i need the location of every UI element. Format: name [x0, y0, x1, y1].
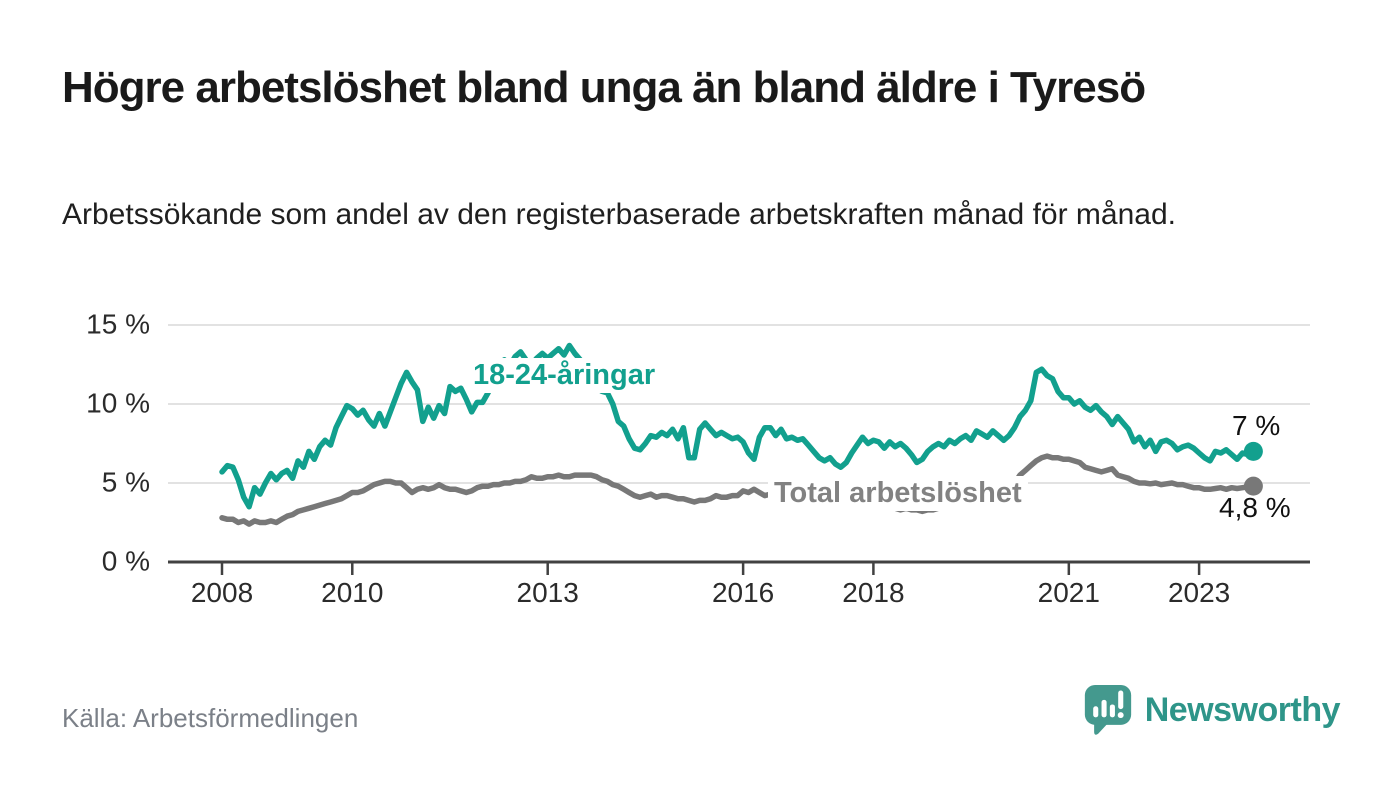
newsworthy-logo-icon [1084, 685, 1131, 735]
x-tick-label: 2021 [1037, 577, 1100, 608]
y-axis-labels: 0 % 5 % 10 % 15 % [0, 0, 150, 794]
page-title: Högre arbetslöshet bland unga än bland ä… [62, 63, 1146, 112]
y-tick-label: 10 % [86, 387, 150, 419]
x-tick-label: 2010 [321, 577, 384, 608]
x-tick-label: 2016 [711, 577, 775, 608]
x-tick-label: 2023 [1167, 577, 1231, 608]
end-value-label-total: 4,8 % [1219, 492, 1291, 523]
y-tick-label: 0 % [101, 545, 150, 577]
source-note: Källa: Arbetsförmedlingen [62, 703, 359, 733]
y-tick-label: 5 % [101, 466, 150, 498]
chart-subtitle: Arbetssökande som andel av den registerb… [62, 198, 1176, 231]
series-label-total: Total arbetslöshet [768, 476, 1028, 511]
end-value-label-youth: 7 % [1232, 410, 1281, 441]
x-tick-label: 2013 [516, 577, 579, 608]
x-tick-label: 2018 [842, 577, 905, 608]
newsworthy-logo: Newsworthy [1083, 682, 1341, 738]
x-tick-label: 2008 [190, 577, 254, 608]
newsworthy-logo-text: Newsworthy [1144, 690, 1341, 729]
y-tick-label: 15 % [86, 308, 150, 340]
series-label-youth: 18-24-åringar [467, 358, 662, 393]
